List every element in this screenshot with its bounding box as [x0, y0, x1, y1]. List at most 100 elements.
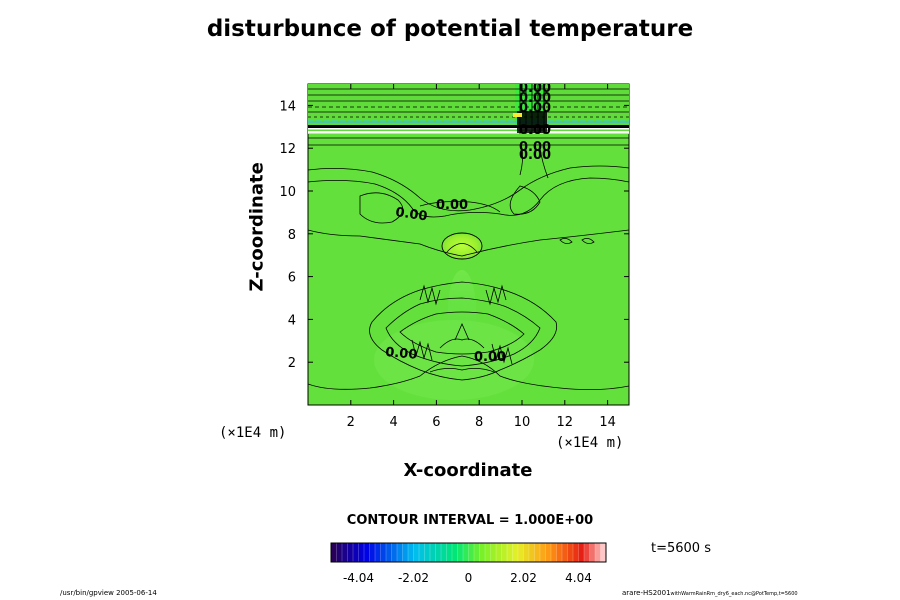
contour-label: 0.00 — [519, 91, 551, 106]
colorbar-cell — [518, 543, 524, 562]
contour-label: 0.00 — [436, 198, 468, 213]
y-tick-label: 6 — [288, 271, 296, 286]
colorbar-cell — [562, 543, 568, 562]
contour-field: 0.00 0.00 0.00 0.00 0.00 0.00 0.00 0.00 … — [308, 84, 629, 400]
colorbar-cell — [446, 543, 452, 562]
colorbar-cell — [529, 543, 535, 562]
colorbar-cell — [534, 543, 540, 562]
colorbar-cell — [545, 543, 551, 562]
contour-label: 0.00 — [519, 123, 551, 138]
footer-source-main: arare-HS2001 — [622, 589, 671, 597]
x-axis-unit: (×1E4 m) — [556, 435, 624, 451]
contour-label: 0.00 — [394, 205, 428, 224]
x-tick-label: 2 — [347, 415, 355, 430]
contour-interval-text: CONTOUR INTERVAL = 1.000E+00 — [346, 513, 594, 528]
contour-label: 0.00 — [519, 140, 551, 155]
colorbar-cell — [358, 543, 364, 562]
x-axis-ticks: 2 4 6 8 10 12 14 — [347, 84, 616, 430]
colorbar-cell — [573, 543, 579, 562]
colorbar-cell — [397, 543, 403, 562]
footer-command: /usr/bin/gpview 2005-06-14 — [60, 589, 157, 597]
y-tick-label: 8 — [288, 228, 296, 243]
colorbar-cell — [364, 543, 370, 562]
x-tick-label: 8 — [475, 415, 483, 430]
colorbar-cell — [600, 543, 606, 562]
y-tick-label: 12 — [279, 142, 296, 157]
colorbar-cell — [490, 543, 496, 562]
column-dense-block — [517, 111, 547, 133]
colorbar-cell — [441, 543, 447, 562]
colorbar-cell — [369, 543, 375, 562]
colorbar-cell — [375, 543, 381, 562]
colorbar-cell — [540, 543, 546, 562]
contour-label-group: 0.00 0.00 0.00 0.00 0.00 0.00 0.00 0.00 … — [385, 84, 551, 365]
colorbar-cell — [331, 543, 337, 562]
colorbar-cell — [507, 543, 513, 562]
colorbar-cell — [452, 543, 458, 562]
colorbar-cell — [419, 543, 425, 562]
contour-label: 0.00 — [519, 101, 551, 116]
colorbar-cell — [567, 543, 573, 562]
y-tick-label: 14 — [279, 99, 296, 114]
colorbar-cell — [578, 543, 584, 562]
colorbar-cell — [595, 543, 601, 562]
contour-label: 0.00 — [519, 148, 551, 163]
y-tick-label: 2 — [288, 356, 296, 371]
colorbar-tick-label: -4.04 — [343, 571, 374, 585]
colorbar-cell — [457, 543, 463, 562]
colorbar-cell — [408, 543, 414, 562]
colorbar-cell — [402, 543, 408, 562]
contour-label: 0.00 — [474, 350, 506, 365]
colorbar-cell — [523, 543, 529, 562]
warm-bubble — [441, 232, 483, 260]
y-tick-label: 4 — [288, 313, 296, 328]
footer-source-detail: withWarmRainRm_dry6_each.nc@PotTemp,t=56… — [670, 591, 798, 597]
time-label: t=5600 s — [651, 541, 711, 556]
contour-label: 0.00 — [385, 345, 418, 363]
mid-contours — [308, 165, 629, 257]
y-axis-ticks: 2 4 6 8 10 12 14 — [279, 99, 629, 371]
colorbar-cell — [584, 543, 590, 562]
colorbar-cell — [347, 543, 353, 562]
colorbar-cell — [556, 543, 562, 562]
colorbar-cell — [336, 543, 342, 562]
colorbar-tick-label: 4.04 — [565, 571, 592, 585]
colorbar-cell — [468, 543, 474, 562]
colorbar-cell — [589, 543, 595, 562]
colorbar-cell — [551, 543, 557, 562]
colorbar-cell — [501, 543, 507, 562]
column-yellow-mark — [513, 113, 522, 117]
x-tick-label: 14 — [599, 415, 616, 430]
x-tick-label: 4 — [389, 415, 397, 430]
colorbar-cell — [342, 543, 348, 562]
chart-title: disturbunce of potential temperature — [206, 16, 694, 42]
x-tick-label: 6 — [432, 415, 440, 430]
colorbar-cell — [353, 543, 359, 562]
colorbar-cell — [485, 543, 491, 562]
colorbar-tick-label: 0 — [465, 571, 473, 585]
upper-contours — [308, 88, 629, 146]
colorbar-cell — [435, 543, 441, 562]
y-axis-unit: (×1E4 m) — [219, 425, 287, 441]
colorbar — [330, 543, 606, 562]
colorbar-cell — [474, 543, 480, 562]
plume — [448, 270, 476, 350]
x-tick-label: 10 — [514, 415, 531, 430]
colorbar-cell — [380, 543, 386, 562]
colorbar-cell — [496, 543, 502, 562]
colorbar-cell — [463, 543, 469, 562]
lower-warm-region — [374, 320, 534, 400]
lower-contours — [308, 281, 629, 390]
colorbar-cell — [413, 543, 419, 562]
y-tick-label: 10 — [279, 185, 296, 200]
colorbar-cell — [386, 543, 392, 562]
footer-source: arare-HS2001withWarmRainRm_dry6_each.nc@… — [622, 589, 798, 597]
colorbar-cell — [512, 543, 518, 562]
colorbar-cell — [424, 543, 430, 562]
x-axis-label: X-coordinate — [403, 460, 533, 481]
colorbar-ticks: -4.04 -2.02 0 2.02 4.04 — [343, 571, 592, 585]
colorbar-tick-label: -2.02 — [398, 571, 429, 585]
y-axis-label: Z-coordinate — [246, 162, 268, 292]
x-tick-label: 12 — [557, 415, 574, 430]
